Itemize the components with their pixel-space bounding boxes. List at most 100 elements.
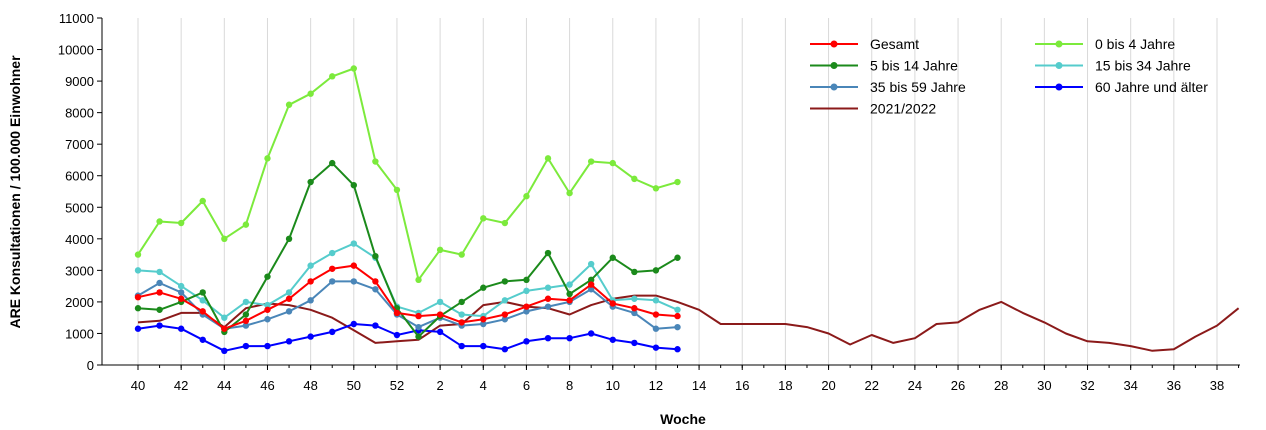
data-point: [631, 295, 638, 302]
x-tick-label: 30: [1037, 378, 1051, 393]
x-tick-label: 44: [217, 378, 231, 393]
x-tick-label: 24: [908, 378, 922, 393]
y-tick-label: 3000: [65, 263, 94, 278]
data-point: [480, 342, 487, 350]
data-point: [221, 347, 228, 355]
y-tick-label: 9000: [65, 74, 94, 89]
y-axis-title: ARE Konsultationen / 100.000 Einwohner: [7, 55, 23, 329]
y-tick-label: 0: [87, 358, 94, 373]
data-point: [652, 297, 660, 304]
data-point: [307, 90, 314, 97]
x-tick-label: 40: [131, 378, 145, 393]
x-tick-label: 8: [566, 378, 573, 393]
data-point: [199, 297, 206, 304]
data-point: [350, 320, 357, 328]
data-point: [609, 300, 616, 307]
data-point: [372, 278, 379, 285]
legend-item: 15 bis 34 Jahre: [1035, 58, 1191, 74]
data-point: [199, 289, 206, 296]
x-tick-label: 48: [303, 378, 317, 393]
data-point: [523, 338, 530, 345]
data-point: [544, 295, 552, 302]
data-point: [523, 303, 530, 310]
data-point: [652, 325, 660, 332]
data-point: [587, 281, 595, 288]
data-point: [480, 320, 487, 328]
series: [134, 65, 1240, 355]
data-point: [242, 317, 250, 325]
data-point: [566, 290, 573, 298]
data-point: [652, 185, 660, 192]
data-point: [350, 181, 357, 189]
data-point: [242, 322, 250, 329]
series-1: [134, 65, 681, 284]
data-point: [307, 297, 314, 304]
data-point: [631, 309, 638, 317]
x-tick-label: 42: [174, 378, 188, 393]
data-point: [566, 297, 573, 304]
data-point: [134, 293, 142, 301]
data-point: [156, 289, 163, 296]
data-point: [285, 338, 293, 345]
data-point: [674, 312, 681, 320]
y-ticks: 0 1000 2000 3000 4000 5000 6000 7000 8000 9000 100…: [58, 11, 102, 373]
data-point: [544, 284, 552, 291]
data-point: [631, 305, 638, 312]
y-tick-label: 1000: [65, 326, 94, 341]
data-point: [177, 325, 185, 332]
data-point: [501, 346, 509, 353]
x-tick-label: 6: [523, 378, 530, 393]
data-point: [264, 342, 271, 350]
data-point: [415, 312, 422, 320]
data-point: [156, 322, 163, 329]
legend-label: Gesamt: [870, 36, 919, 52]
data-point: [674, 306, 681, 313]
data-point: [307, 333, 314, 340]
data-point: [264, 273, 271, 280]
data-point: [285, 308, 293, 315]
x-tick-label: 52: [390, 378, 404, 393]
data-point: [523, 276, 530, 284]
data-point: [350, 278, 357, 285]
data-point: [242, 221, 250, 228]
data-point: [609, 254, 616, 261]
data-point: [480, 215, 487, 222]
data-point: [242, 298, 250, 306]
x-tick-label: 16: [735, 378, 749, 393]
data-point: [285, 295, 293, 302]
data-point: [307, 278, 314, 285]
data-point: [350, 65, 357, 72]
x-axis-title: Woche: [660, 411, 706, 427]
data-point: [436, 311, 444, 318]
legend-label: 5 bis 14 Jahre: [870, 58, 958, 74]
x-ticks: 40 42 44 46 48 50 52 2 4 6 8 10 12 14 16 18 20 22 24 26 28 30…: [131, 365, 1240, 393]
data-point: [177, 282, 185, 290]
legend-item: 60 Jahre und älter: [1035, 79, 1208, 95]
data-point: [674, 323, 681, 331]
y-tick-label: 11000: [59, 11, 94, 26]
x-tick-label: 14: [692, 378, 706, 393]
data-point: [372, 322, 379, 329]
data-point: [609, 159, 616, 167]
x-tick-label: 36: [1167, 378, 1181, 393]
data-point: [393, 331, 401, 339]
series-6: [137, 294, 1240, 352]
series-line: [137, 242, 678, 319]
data-point: [587, 276, 595, 284]
data-point: [631, 175, 638, 183]
x-tick-label: 20: [821, 378, 835, 393]
data-point: [631, 268, 638, 276]
data-point: [587, 286, 595, 293]
data-point: [156, 268, 163, 276]
data-point: [652, 344, 660, 351]
data-point: [285, 235, 293, 243]
x-tick-label: 26: [951, 378, 965, 393]
data-point: [221, 235, 228, 243]
x-tick-label: 4: [480, 378, 487, 393]
data-point: [307, 178, 314, 186]
data-point: [134, 251, 142, 258]
series-5: [134, 320, 681, 355]
data-point: [544, 303, 552, 310]
data-point: [264, 306, 271, 313]
